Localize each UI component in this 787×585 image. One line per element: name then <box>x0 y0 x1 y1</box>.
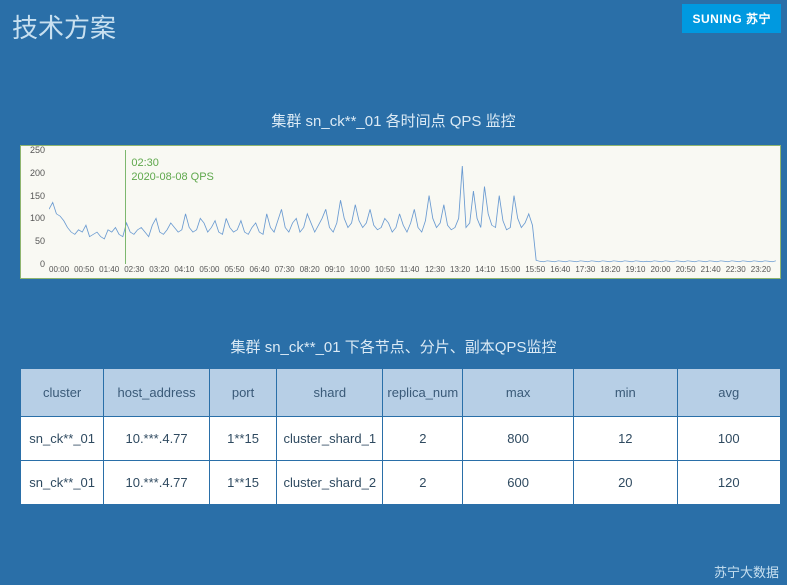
x-tick: 03:20 <box>149 265 174 277</box>
chart-x-axis: 00:0000:5001:4002:3003:2004:1005:0005:50… <box>49 265 776 277</box>
table-row: sn_ck**_0110.***.4.771**15cluster_shard_… <box>21 461 781 505</box>
table-cell: 2 <box>383 461 463 505</box>
chart-annotation-line <box>125 150 126 264</box>
table-cell: 120 <box>677 461 780 505</box>
x-tick: 12:30 <box>425 265 450 277</box>
table-header-cell: replica_num <box>383 369 463 417</box>
table-header-cell: avg <box>677 369 780 417</box>
x-tick: 18:20 <box>600 265 625 277</box>
x-tick: 14:10 <box>475 265 500 277</box>
table-cell: cluster_shard_2 <box>277 461 383 505</box>
table-cell: 10.***.4.77 <box>104 417 210 461</box>
table-header-cell: cluster <box>21 369 104 417</box>
x-tick: 17:30 <box>575 265 600 277</box>
x-tick: 10:00 <box>350 265 375 277</box>
chart-annotation-label: 02:30 2020-08-08 QPS <box>131 156 214 185</box>
table-cell: 800 <box>463 417 574 461</box>
x-tick: 00:00 <box>49 265 74 277</box>
qps-chart: 0 50 100 150 200 250 02:30 2020-08-08 QPS 00:… <box>20 145 781 279</box>
table-row: sn_ck**_0110.***.4.771**15cluster_shard_… <box>21 417 781 461</box>
table-header-cell: host_address <box>104 369 210 417</box>
y-tick: 50 <box>35 236 45 246</box>
table-body: sn_ck**_0110.***.4.771**15cluster_shard_… <box>21 417 781 505</box>
x-tick: 22:30 <box>726 265 751 277</box>
x-tick: 16:40 <box>550 265 575 277</box>
table-cell: sn_ck**_01 <box>21 461 104 505</box>
footer-text: 苏宁大数据 <box>714 562 779 581</box>
table-title: 集群 sn_ck**_01 下各节点、分片、副本QPS监控 <box>0 336 787 357</box>
x-tick: 01:40 <box>99 265 124 277</box>
table-cell: sn_ck**_01 <box>21 417 104 461</box>
x-tick: 08:20 <box>300 265 325 277</box>
y-tick: 150 <box>30 191 45 201</box>
x-tick: 11:40 <box>400 265 425 277</box>
table-cell: 2 <box>383 417 463 461</box>
y-tick: 100 <box>30 213 45 223</box>
x-tick: 15:00 <box>500 265 525 277</box>
x-tick: 21:40 <box>701 265 726 277</box>
table-header-cell: min <box>574 369 677 417</box>
x-tick: 07:30 <box>275 265 300 277</box>
x-tick: 23:20 <box>751 265 776 277</box>
table-cell: 600 <box>463 461 574 505</box>
x-tick: 04:10 <box>174 265 199 277</box>
annotation-time: 02:30 <box>131 156 214 170</box>
x-tick: 05:50 <box>224 265 249 277</box>
x-tick: 20:00 <box>651 265 676 277</box>
suning-logo: SUNING 苏宁 <box>682 4 781 33</box>
chart-title: 集群 sn_ck**_01 各时间点 QPS 监控 <box>0 110 787 131</box>
table-cell: cluster_shard_1 <box>277 417 383 461</box>
x-tick: 00:50 <box>74 265 99 277</box>
table-cell: 1**15 <box>209 461 276 505</box>
table-header-row: clusterhost_addressportshardreplica_numm… <box>21 369 781 417</box>
page-title: 技术方案 <box>12 8 116 45</box>
table-cell: 10.***.4.77 <box>104 461 210 505</box>
x-tick: 10:50 <box>375 265 400 277</box>
table-cell: 1**15 <box>209 417 276 461</box>
table-header-cell: shard <box>277 369 383 417</box>
y-tick: 0 <box>40 259 45 269</box>
qps-table: clusterhost_addressportshardreplica_numm… <box>20 368 781 505</box>
x-tick: 15:50 <box>525 265 550 277</box>
y-tick: 200 <box>30 168 45 178</box>
table-header-cell: max <box>463 369 574 417</box>
x-tick: 20:50 <box>676 265 701 277</box>
x-tick: 06:40 <box>250 265 275 277</box>
table-cell: 20 <box>574 461 677 505</box>
y-tick: 250 <box>30 145 45 155</box>
x-tick: 02:30 <box>124 265 149 277</box>
table-header-cell: port <box>209 369 276 417</box>
chart-y-axis: 050100150200250 <box>21 150 47 264</box>
table-cell: 12 <box>574 417 677 461</box>
x-tick: 19:10 <box>625 265 650 277</box>
annotation-label: 2020-08-08 QPS <box>131 170 214 184</box>
table-cell: 100 <box>677 417 780 461</box>
x-tick: 09:10 <box>325 265 350 277</box>
x-tick: 13:20 <box>450 265 475 277</box>
x-tick: 05:00 <box>199 265 224 277</box>
